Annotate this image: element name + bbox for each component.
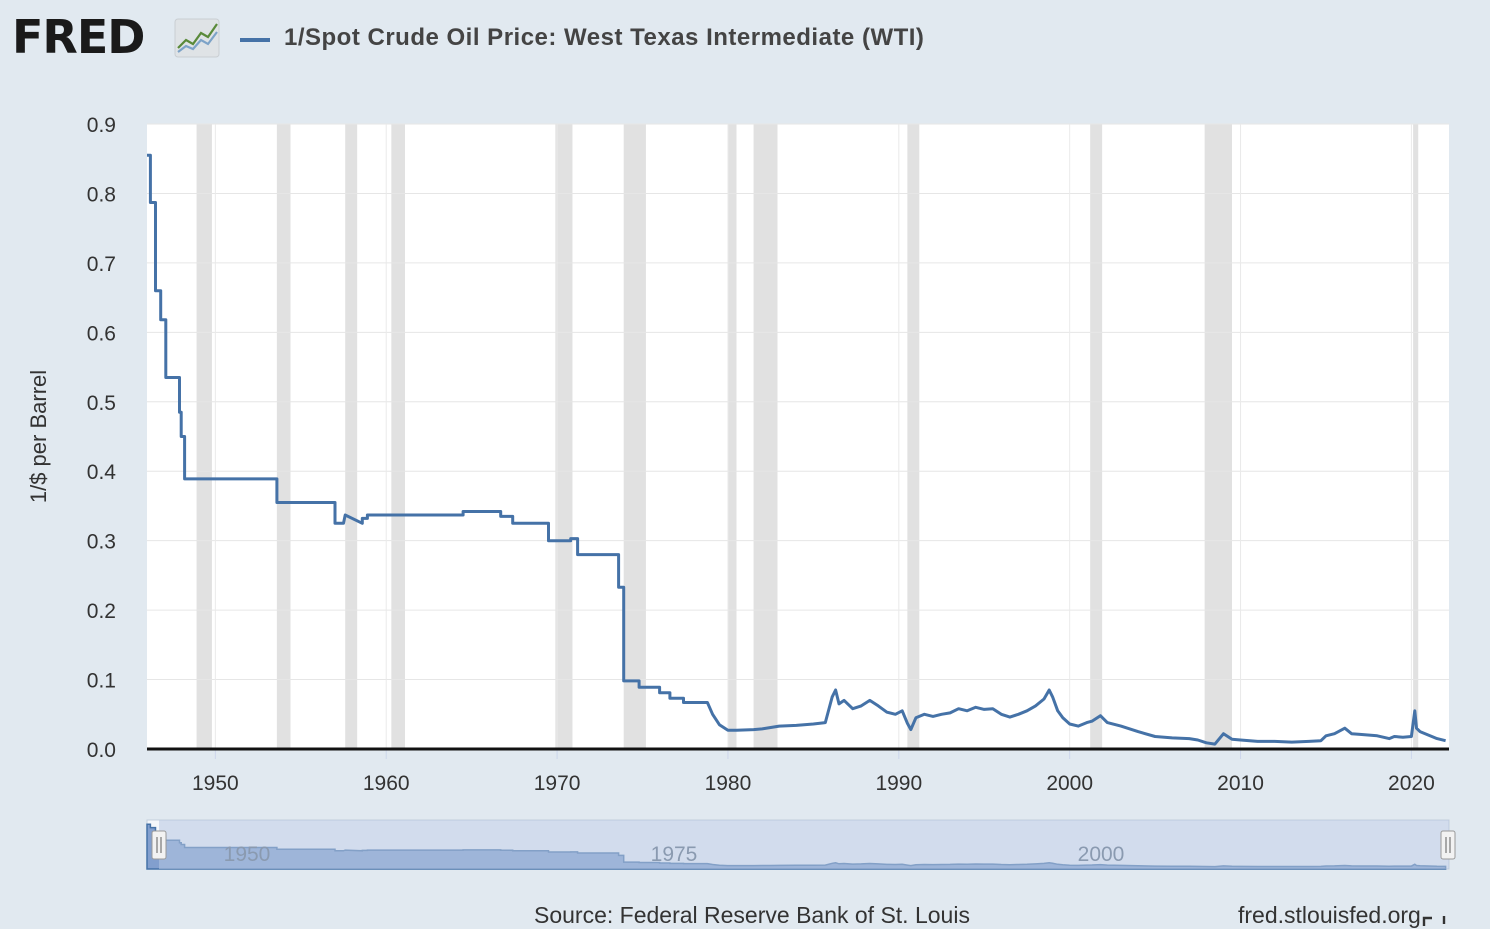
recession-band-8: [907, 124, 920, 749]
y-tick-label-7: 0.7: [87, 253, 116, 276]
plot-area: [147, 124, 1449, 749]
recession-band-10: [1204, 124, 1232, 749]
navigator-selection: [159, 820, 1449, 869]
navigator-handle-left[interactable]: [151, 830, 167, 860]
recession-band-6: [727, 124, 737, 749]
y-tick-label-5: 0.5: [87, 392, 116, 415]
y-tick-label-8: 0.8: [87, 183, 116, 206]
x-tick-label-7: 2020: [1388, 772, 1435, 795]
fred-link[interactable]: fred.stlouisfed.org: [1238, 902, 1421, 928]
x-tick-label-4: 1990: [875, 772, 922, 795]
navigator-handle-right-body: [1440, 830, 1456, 860]
y-tick-label-1: 0.1: [87, 670, 116, 693]
navigator-label-1: 1975: [651, 843, 698, 866]
legend-series-label: 1/Spot Crude Oil Price: West Texas Inter…: [284, 24, 925, 51]
x-tick-label-6: 2010: [1217, 772, 1264, 795]
x-tick-label-5: 2000: [1046, 772, 1093, 795]
y-axis-label: 1/$ per Barrel: [26, 370, 51, 503]
chart-header: FRED 1/Spot Crude Oil Price: West Texas …: [0, 0, 1490, 80]
y-tick-label-4: 0.4: [87, 461, 117, 484]
y-tick-label-9: 0.9: [87, 114, 116, 137]
recession-band-3: [391, 124, 406, 749]
recession-band-7: [753, 124, 778, 749]
series-line: [147, 153, 1446, 746]
expand-icon[interactable]: [1422, 914, 1446, 928]
recession-band-0: [196, 124, 212, 749]
x-tick-label-2: 1970: [534, 772, 581, 795]
recession-band-5: [623, 124, 646, 749]
navigator-handle-right[interactable]: [1440, 830, 1456, 860]
recession-band-2: [345, 124, 358, 749]
source-text: Source: Federal Reserve Bank of St. Loui…: [534, 902, 970, 928]
x-tick-label-1: 1960: [363, 772, 410, 795]
navigator-label-2: 2000: [1078, 843, 1125, 866]
recession-band-4: [555, 124, 573, 749]
y-tick-label-3: 0.3: [87, 531, 116, 554]
y-tick-label-6: 0.6: [87, 322, 116, 345]
y-tick-label-0: 0.0: [87, 739, 116, 762]
fred-logo-text[interactable]: FRED: [12, 10, 145, 64]
navigator-label-0: 1950: [224, 843, 271, 866]
x-tick-label-0: 1950: [192, 772, 239, 795]
recession-band-1: [276, 124, 291, 749]
x-tick-label-3: 1980: [705, 772, 752, 795]
recession-band-11: [1413, 124, 1419, 749]
fred-trend-icon: [174, 18, 220, 58]
legend-swatch: [240, 38, 270, 42]
navigator-handle-left-body: [151, 830, 167, 860]
recession-band-9: [1090, 124, 1103, 749]
y-tick-label-2: 0.2: [87, 600, 116, 623]
